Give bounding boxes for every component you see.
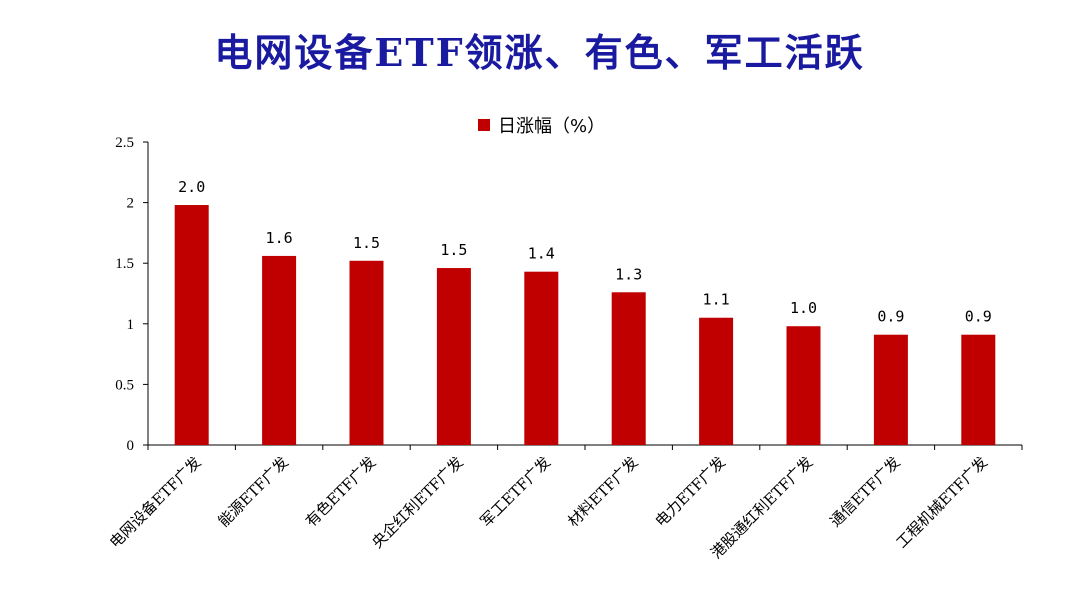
y-tick-label: 1.5 <box>115 256 134 272</box>
bar <box>524 271 559 445</box>
data-label: 1.1 <box>703 291 730 309</box>
category-label: 材料ETF广发 <box>564 453 641 530</box>
category-label: 有色ETF广发 <box>302 453 379 530</box>
legend: 日涨幅（%） <box>478 112 605 138</box>
data-label: 1.0 <box>790 299 817 317</box>
data-label: 0.9 <box>965 308 992 326</box>
bar <box>262 255 297 445</box>
data-label: 1.4 <box>528 245 555 263</box>
category-label: 央企红利ETF广发 <box>368 453 467 552</box>
category-label: 能源ETF广发 <box>215 453 292 530</box>
bar <box>174 205 209 445</box>
y-tick-label: 0 <box>127 438 135 454</box>
legend-swatch <box>478 119 490 131</box>
y-tick-label: 2.5 <box>115 135 134 151</box>
bar <box>436 268 471 445</box>
data-label: 0.9 <box>877 308 904 326</box>
bar <box>699 317 734 445</box>
chart-title: 电网设备ETF领涨、有色、军工活跃 <box>214 30 865 75</box>
bar <box>873 334 908 445</box>
data-label: 1.6 <box>266 229 293 247</box>
legend-label: 日涨幅（%） <box>498 116 606 137</box>
bar <box>611 292 646 445</box>
category-label: 军工ETF广发 <box>477 453 554 530</box>
bar <box>961 334 996 445</box>
data-label: 1.3 <box>615 265 642 283</box>
data-label: 2.0 <box>178 178 205 196</box>
y-tick-label: 0.5 <box>115 377 134 393</box>
bar <box>349 260 384 445</box>
category-label: 工程机械ETF广发 <box>893 453 992 552</box>
y-tick-label: 2 <box>127 196 135 212</box>
category-label: 电力ETF广发 <box>652 453 729 530</box>
bar <box>786 326 821 445</box>
data-label: 1.5 <box>353 234 380 252</box>
category-label: 通信ETF广发 <box>826 453 903 530</box>
y-tick-label: 1 <box>127 317 135 333</box>
category-label: 电网设备ETF广发 <box>106 453 205 552</box>
data-label: 1.5 <box>440 241 467 259</box>
